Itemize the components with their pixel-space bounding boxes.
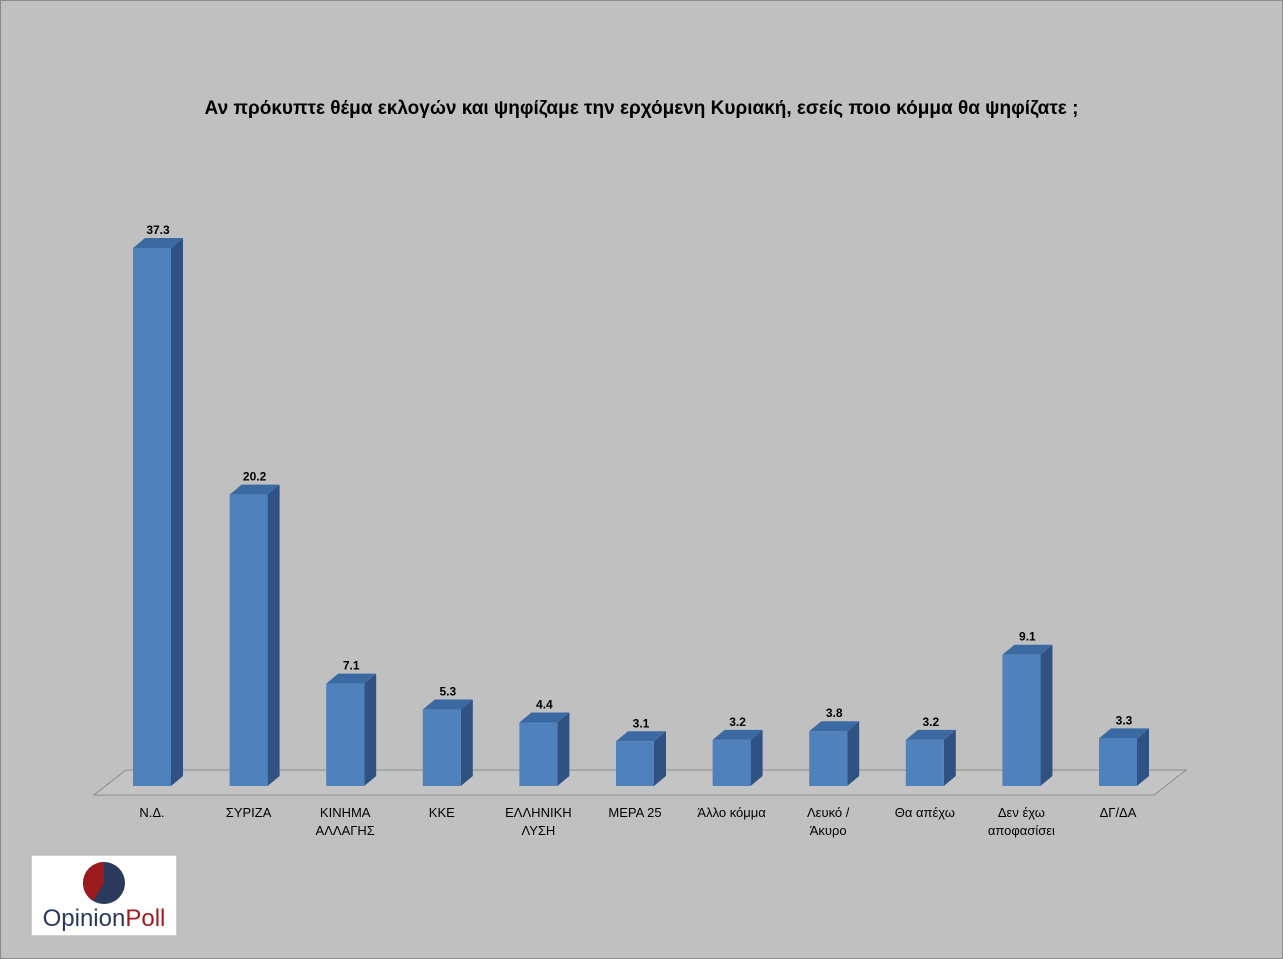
bar-side [364, 673, 377, 786]
bar [1099, 738, 1137, 786]
category-label: Άλλο κόμμα [677, 804, 787, 822]
bar-top [422, 699, 473, 710]
category-label-line: αποφασίσει [987, 823, 1055, 838]
data-label: 7.1 [343, 659, 360, 673]
bar-side [1040, 644, 1053, 786]
category-label: Ν.Δ. [97, 804, 207, 822]
category-label-line: ΛΥΣΗ [521, 823, 556, 838]
category-label-line: ΜΕΡΑ 25 [608, 805, 662, 820]
bar-top [809, 721, 860, 732]
category-label: ΜΕΡΑ 25 [580, 804, 690, 822]
bar-side [847, 721, 860, 786]
category-label-line: Λευκό / [806, 805, 850, 820]
bar-side [943, 729, 956, 786]
bar [422, 709, 461, 786]
logo-pie-icon [82, 862, 125, 904]
category-label-line: ΑΛΛΑΓΗΣ [315, 823, 375, 838]
bar-top [326, 673, 377, 684]
category-label: ΣΥΡΙΖΑ [194, 804, 304, 822]
bar-top [519, 712, 570, 723]
bar-top [133, 238, 183, 248]
category-label: Λευκό / Άκυρο [773, 804, 883, 840]
bar [1002, 654, 1041, 786]
data-label: 9.1 [1019, 630, 1036, 644]
category-label-line: ΔΓ/ΔΑ [1099, 805, 1137, 820]
data-label: 4.4 [536, 698, 553, 712]
bar-top [1099, 728, 1149, 739]
bar [519, 722, 558, 786]
category-label: Δεν έχω αποφασίσει [966, 804, 1076, 840]
chart-title: Αν πρόκυπτε θέμα εκλογών και ψηφίζαμε τη… [204, 98, 1079, 119]
bar-top [616, 731, 666, 742]
category-label: ΔΓ/ΔΑ [1063, 804, 1173, 822]
bar [712, 739, 751, 786]
logo-text: OpinionPoll [42, 905, 166, 932]
data-label: 3.1 [633, 716, 650, 730]
opinionpoll-logo: OpinionPoll [31, 855, 177, 936]
bar-side [750, 729, 763, 786]
bar [809, 731, 848, 786]
bar-top [905, 729, 956, 740]
bar-top [712, 729, 763, 740]
bar-top [1002, 644, 1053, 655]
bar-top [229, 484, 280, 495]
category-label: ΕΛΛΗΝΙΚΗ ΛΥΣΗ [483, 804, 593, 840]
data-label: 3.8 [826, 706, 843, 720]
data-label: 5.3 [439, 685, 456, 699]
category-label-line: Θα απέχω [894, 805, 955, 820]
data-label: 3.2 [922, 715, 939, 729]
category-label: ΚΚΕ [387, 804, 497, 822]
category-label-line: ΣΥΡΙΖΑ [225, 805, 272, 820]
category-label-line: Δεν έχω [997, 805, 1045, 820]
bar-side [171, 238, 183, 786]
category-label-line: ΕΛΛΗΝΙΚΗ [505, 805, 572, 820]
category-label-line: Άλλο κόμμα [697, 805, 766, 820]
data-label: 20.2 [243, 470, 267, 484]
bar [133, 248, 171, 786]
bar [905, 739, 944, 786]
data-label: 3.3 [1116, 713, 1133, 727]
bar-series: 37.3 20.2 7.1 5.3 4.4 3.1 3.2 3.8 3.2 9.1 3.3 [133, 223, 1149, 786]
category-label-line: Ν.Δ. [139, 805, 165, 820]
bar-side [557, 712, 570, 786]
bar-side [460, 699, 473, 786]
category-label-line: Άκυρο [809, 823, 847, 838]
data-label: 3.2 [729, 715, 746, 729]
category-label-line: ΚΙΝΗΜΑ [319, 805, 371, 820]
category-label: ΚΙΝΗΜΑ ΑΛΛΑΓΗΣ [290, 804, 400, 840]
category-label-line: ΚΚΕ [428, 805, 455, 820]
bar-side [654, 731, 666, 786]
bar-side [267, 484, 280, 786]
data-label: 37.3 [146, 223, 170, 237]
category-label: Θα απέχω [870, 804, 980, 822]
bar [326, 683, 365, 786]
bar [229, 494, 268, 786]
bar-side [1137, 728, 1149, 786]
bar [616, 741, 654, 786]
